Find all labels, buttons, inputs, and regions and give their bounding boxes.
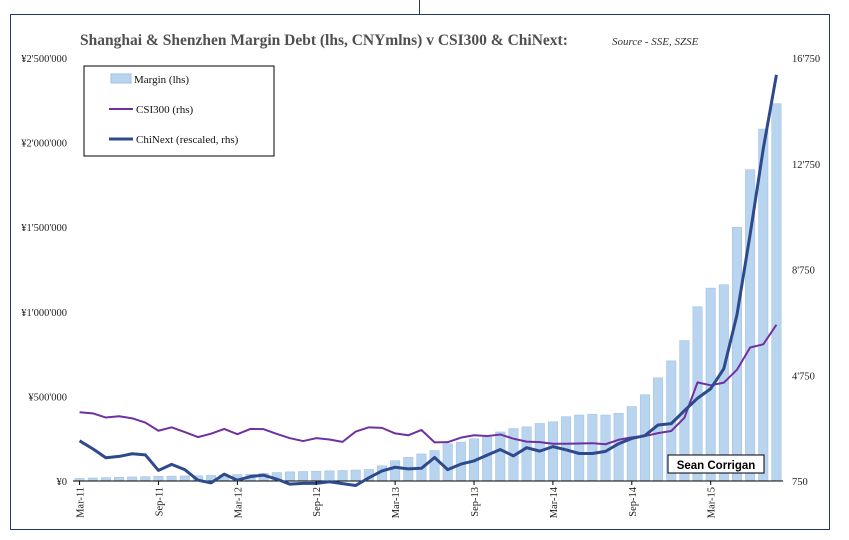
left-tick-label: ¥2'500'000 [21,54,67,65]
x-tick-label: Mar-13 [391,487,402,518]
left-tick-label: ¥500'000 [28,392,67,403]
x-tick-label: Mar-15 [707,487,718,518]
margin-bar [324,470,335,482]
margin-bar [521,426,532,482]
legend: Margin (lhs) CSI300 (rhs) ChiNext (resca… [83,65,275,157]
author-note: Sean Corrigan [677,460,756,472]
margin-bar [639,394,650,482]
margin-bar [547,421,558,482]
x-tick-label: Sep-11 [154,487,165,516]
margin-bar [455,441,466,482]
left-tick-label: ¥1'000'000 [21,308,67,319]
margin-bar [482,436,493,482]
margin-bar [390,460,401,482]
margin-bar [442,443,453,482]
margin-bar [337,470,348,482]
margin-bar [153,476,164,482]
chinext-line [78,74,778,487]
x-tick-label: Sep-13 [470,487,481,517]
top-divider [419,0,420,14]
margin-bar [100,477,111,482]
legend-swatch-margin [110,73,132,84]
margin-bar [732,226,742,482]
chart-title: Shanghai & Shenzhen Margin Debt (lhs, CN… [80,32,568,49]
left-tick-label: ¥2'000'000 [21,139,67,150]
right-tick-label: 750 [792,477,808,488]
legend-label-csi300: CSI300 (rhs) [136,104,193,116]
chart-subtitle: Source - SSE, SZSE [612,36,699,48]
author-box [667,454,765,474]
legend-label-chinext: ChiNext (rescaled, rhs) [136,134,239,146]
margin-bar [127,476,138,482]
chart-frame [10,14,830,530]
margin-bar [429,450,440,482]
left-tick-label: ¥0 [57,477,68,488]
margin-bar [179,475,190,482]
margin-bar [626,406,637,482]
margin-bar [350,469,361,482]
x-tick-label: Mar-12 [233,487,244,518]
x-tick-label: Sep-14 [628,486,639,516]
margin-bar [574,414,585,482]
margin-bar [758,128,769,482]
x-tick-label: Sep-12 [312,487,323,517]
margin-bar [166,475,177,482]
csi300-line [79,324,778,446]
margin-bar [284,471,295,482]
margin-bar [298,471,309,482]
right-tick-label: 12'750 [792,160,820,171]
left-tick-label: ¥1'500'000 [21,223,67,234]
x-tick-label: Mar-11 [76,487,87,518]
margin-bar [495,431,506,482]
margin-bar [140,476,151,482]
legend-label-margin: Margin (lhs) [134,74,189,86]
margin-bar [311,470,322,482]
x-tick-label: Mar-14 [549,486,560,518]
margin-bar [114,477,125,482]
margin-bar [587,413,598,482]
right-tick-label: 16'750 [792,54,820,65]
author-annotation: Sean Corrigan [667,454,765,474]
right-tick-label: 4'750 [792,371,815,382]
right-tick-label: 8'750 [792,266,815,277]
margin-bar [771,103,782,482]
